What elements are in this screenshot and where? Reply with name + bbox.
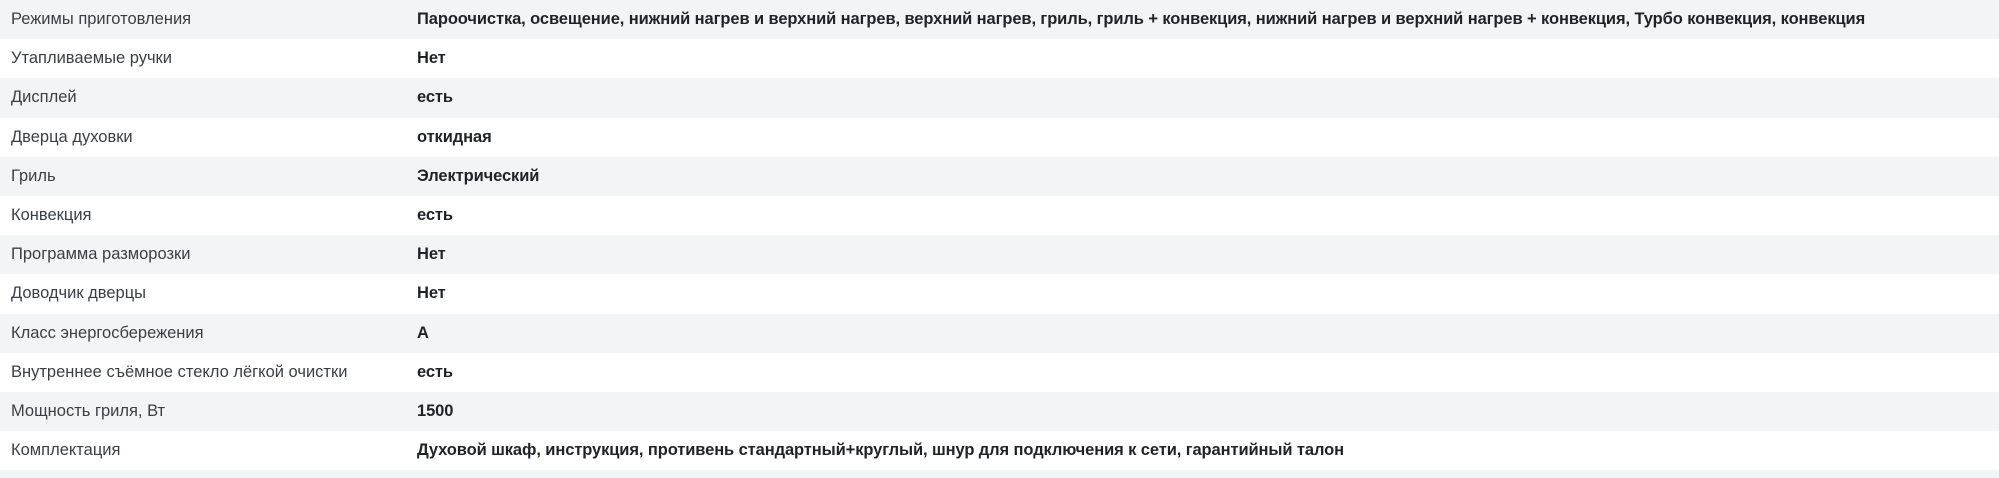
spec-row: Гриль Электрический [0, 156, 1999, 196]
spec-label: Мощность гриля, Вт [11, 401, 166, 420]
spec-value: Нет [417, 245, 446, 264]
spec-row: Комплектация Духовой шкаф, инструкция, пр… [0, 431, 1999, 470]
spec-label: Утапливаемые ручки [11, 49, 172, 68]
spec-row: Дверца духовки откидная [0, 118, 1999, 157]
spec-label: Внутреннее съёмное стекло лёгкой очистки [11, 362, 348, 381]
spec-value: 1500 [417, 401, 454, 420]
spec-label: Конвекция [11, 206, 92, 225]
spec-label: Доводчик дверцы [11, 284, 147, 303]
spec-value: Пароочистка, освещение, нижний нагрев и … [417, 10, 1866, 29]
spec-value: Духовой шкаф, инструкция, противень стан… [417, 441, 1345, 460]
table-bottom-stripe [0, 470, 1999, 478]
spec-row: Доводчик дверцы Нет [0, 274, 1999, 313]
spec-value: A [417, 323, 429, 342]
spec-row: Программа разморозки Нет [0, 235, 1999, 275]
spec-label: Дверца духовки [11, 127, 133, 146]
spec-row: Конвекция есть [0, 196, 1999, 235]
spec-label: Режимы приготовления [11, 10, 192, 29]
spec-label: Гриль [11, 166, 56, 185]
spec-label: Класс энергосбережения [11, 323, 204, 342]
spec-value: есть [417, 362, 453, 381]
spec-row: Дисплей есть [0, 78, 1999, 118]
spec-value: есть [417, 206, 453, 225]
spec-row: Режимы приготовления Пароочистка, освещен… [0, 0, 1999, 40]
spec-row: Внутреннее съёмное стекло лёгкой очистки… [0, 353, 1999, 392]
spec-row: Мощность гриля, Вт 1500 [0, 391, 1999, 432]
spec-value: Нет [417, 49, 446, 68]
spec-label: Комплектация [11, 441, 121, 460]
spec-label: Дисплей [11, 88, 77, 107]
spec-value: есть [417, 88, 453, 107]
spec-label: Программа разморозки [11, 245, 191, 264]
spec-row: Класс энергосбережения A [0, 313, 1999, 353]
spec-value: Нет [417, 284, 446, 303]
spec-row: Утапливаемые ручки Нет [0, 39, 1999, 78]
spec-value: откидная [417, 127, 492, 146]
spec-value: Электрический [417, 166, 540, 185]
